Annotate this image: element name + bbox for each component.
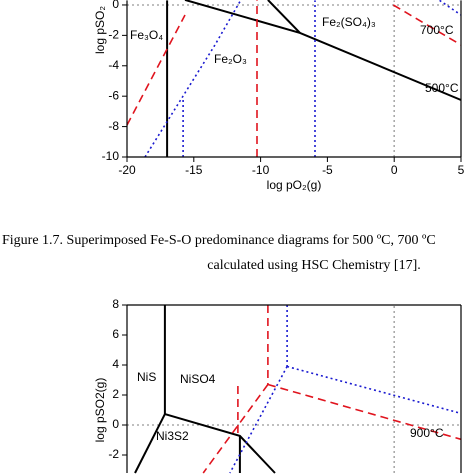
phase-boundary — [164, 413, 276, 474]
x-tick-label: -10 — [252, 163, 270, 177]
phase-boundary — [439, 0, 462, 16]
phase-boundary — [144, 0, 242, 158]
y-axis-label: log pSO₂ — [93, 6, 107, 54]
y-tick-label: 0 — [112, 0, 119, 11]
y-tick-label: -10 — [102, 149, 120, 163]
phase-boundary — [286, 365, 462, 415]
region-label: Fe₂(SO₄)₃ — [322, 15, 376, 29]
caption-line: calculated using HSC Chemistry [17]. — [207, 258, 420, 273]
y-tick-label: -8 — [108, 119, 119, 133]
region-label: NiS — [137, 370, 156, 384]
x-axis-label: log pO₂(g) — [267, 178, 322, 192]
y-tick-label: -4 — [108, 58, 119, 72]
phase-boundary — [229, 366, 288, 474]
region-label: 700°C — [420, 23, 454, 37]
phase-boundary — [267, 383, 462, 441]
region-label: Fe₂O₃ — [214, 52, 247, 66]
y-tick-label: 6 — [112, 327, 119, 341]
y-tick-label: 8 — [112, 297, 119, 311]
region-label: 500°C — [425, 81, 459, 95]
y-tick-label: -2 — [108, 447, 119, 461]
y-tick-label: 2 — [112, 387, 119, 401]
y-axis-label: log pSO2(g) — [93, 378, 107, 443]
y-tick-label: 0 — [112, 417, 119, 431]
phase-boundary — [126, 14, 186, 126]
y-tick-label: 4 — [112, 357, 119, 371]
region-label: NiSO4 — [180, 372, 216, 386]
x-tick-label: -15 — [185, 163, 203, 177]
caption-line: Figure 1.7. Superimposed Fe-S-O predomin… — [2, 233, 436, 248]
y-tick-label: -2 — [108, 28, 119, 42]
x-tick-label: -5 — [322, 163, 333, 177]
phase-boundary — [134, 413, 166, 474]
phase-boundary — [267, 0, 301, 34]
x-tick-label: 5 — [458, 163, 465, 177]
region-label: Fe₃O₄ — [130, 28, 163, 42]
x-tick-label: 0 — [391, 163, 398, 177]
phase-boundary — [202, 384, 269, 474]
y-tick-label: -6 — [108, 88, 119, 102]
x-tick-label: -20 — [118, 163, 136, 177]
region-label: Ni3S2 — [156, 429, 189, 443]
phase-boundary — [392, 4, 462, 46]
region-label: 900°C — [410, 426, 444, 440]
